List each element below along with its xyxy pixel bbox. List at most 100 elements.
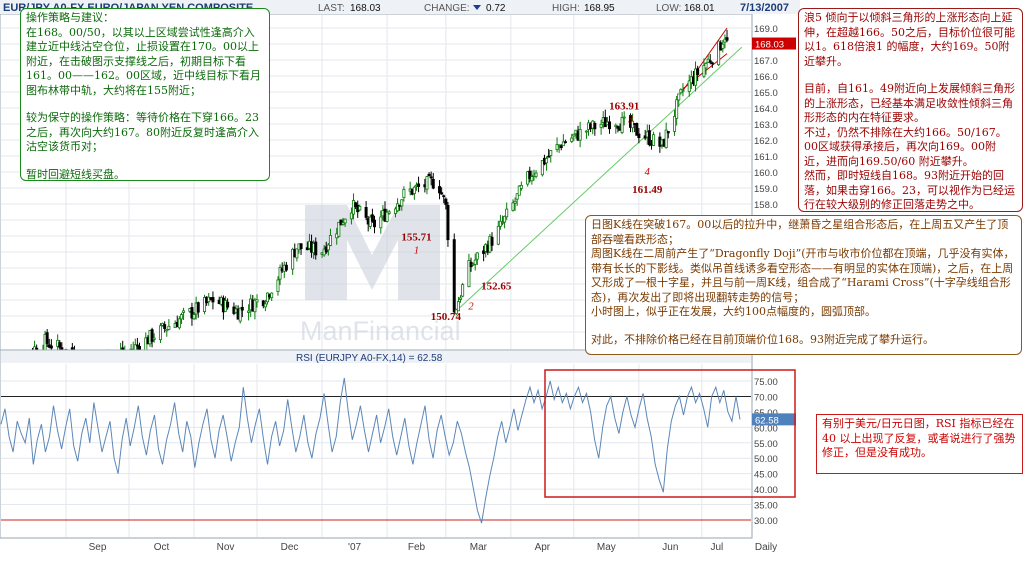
candle-body	[440, 192, 444, 195]
candle-body	[370, 214, 374, 222]
candle-body	[572, 133, 576, 137]
candle-body	[473, 259, 477, 265]
candle-body	[461, 284, 465, 297]
candle-body	[540, 160, 544, 176]
candle-body	[570, 137, 574, 142]
x-tick-label: Feb	[408, 542, 426, 553]
wave-price-label: 150.74	[431, 311, 462, 323]
candle-body	[519, 184, 523, 189]
candle-body	[444, 198, 448, 205]
candle-body	[337, 221, 341, 237]
candle-body	[704, 63, 708, 69]
header-change-value: 0.72	[486, 3, 506, 14]
watermark-logo: ManFinancial	[300, 205, 461, 346]
candle-body	[291, 248, 295, 270]
candle-body	[675, 99, 679, 119]
candle-body	[45, 332, 49, 344]
wave-price-label: 161.49	[632, 184, 663, 196]
candle-body	[192, 314, 196, 320]
candle-body	[163, 324, 167, 329]
candle-body	[253, 299, 257, 313]
candle-body	[459, 297, 463, 300]
wave-number-label: 3	[627, 114, 633, 125]
candle-body	[152, 337, 156, 340]
header-high-label: HIGH:	[552, 3, 580, 14]
candle-body	[725, 37, 729, 41]
x-tick-label: Jul	[710, 542, 723, 553]
strategy-note-p2: 较为保守的操作策略：等待价格在下穿166。23之后，再次向大约167。80附近反…	[26, 111, 259, 153]
x-tick-label: Apr	[535, 542, 551, 553]
candle-body	[284, 264, 288, 271]
candle-body	[396, 203, 400, 212]
candle-body	[547, 155, 551, 158]
header-low-label: LOW:	[656, 3, 681, 14]
candle-body	[454, 309, 458, 315]
header-last-label: LAST:	[318, 3, 345, 14]
candle-body	[681, 89, 685, 92]
candle-body	[387, 211, 391, 214]
watermark-block-mid	[347, 205, 398, 290]
wave-price-label: 152.65	[481, 281, 512, 293]
candle-body	[666, 131, 670, 134]
candle-body	[431, 178, 435, 189]
candle-body	[364, 207, 368, 218]
strategy-note-p3: 暂时回避短线买盘。	[26, 167, 125, 181]
candle-body	[427, 173, 431, 177]
candle-body	[343, 218, 347, 224]
daily-note-p2: 对此，不排除价格已经在目前顶端价位168。93附近完成了攀升运行。	[591, 332, 934, 346]
candle-body	[265, 292, 269, 303]
strategy-note-box: 操作策略与建议： 在168。00/50，以其以上区域尝试性逢高介入建立近中线沽空…	[20, 8, 270, 181]
daily-note-p1: 日图K线在突破167。00以后的拉升中，继萧昏之星组合形态后，在上周五又产生了顶…	[591, 218, 1015, 318]
candle-body	[240, 306, 244, 311]
price-grid	[1, 15, 751, 349]
header-date: 7/13/2007	[740, 2, 789, 14]
rsi-y-axis: 30.0035.0040.0045.0050.0055.0060.0065.00…	[754, 377, 778, 527]
x-tick-label: Sep	[89, 542, 107, 553]
candle-body	[721, 43, 725, 49]
candle-body	[276, 279, 280, 292]
price-tick-label: 162.0	[754, 136, 778, 147]
price-tick-label: 161.0	[754, 152, 778, 163]
candle-body	[498, 220, 502, 227]
candle-body	[593, 123, 597, 130]
rsi-tick-label: 40.00	[754, 485, 778, 496]
candle-body	[182, 310, 186, 313]
wave-number-label: 1	[414, 246, 419, 257]
x-axis: Sep Oct Nov Dec '07 Feb Mar Apr May Jun Jul Daily	[89, 542, 777, 553]
rsi-tick-label: 30.00	[754, 516, 778, 527]
candle-body	[226, 301, 230, 308]
wave-note-box: 浪5 倾向于以倾斜三角形的上涨形态向上延伸，在超越166。50之后，目标价位很可…	[798, 8, 1023, 212]
candle-body	[708, 60, 712, 63]
candle-body	[446, 205, 450, 241]
candle-body	[358, 206, 362, 211]
candle-body	[467, 260, 471, 288]
price-tick-label: 159.0	[754, 184, 778, 195]
candle-body	[247, 310, 251, 313]
candle-body	[490, 236, 494, 246]
candle-body	[584, 130, 588, 133]
candle-body	[385, 211, 389, 222]
candle-body	[677, 93, 681, 101]
candle-body	[563, 141, 567, 144]
wave-number-label: 2	[468, 302, 474, 313]
candle-body	[328, 235, 332, 246]
wave-price-label: 155.71	[401, 232, 431, 244]
rsi-line	[0, 377, 741, 524]
candle-body	[559, 145, 563, 149]
wave-note-p1: 浪5 倾向于以倾斜三角形的上涨形态向上延伸，在超越166。50之后，目标价位很可…	[804, 11, 1015, 68]
candle-body	[314, 241, 318, 256]
candle-body	[456, 301, 460, 312]
candle-body	[635, 122, 639, 136]
rsi-note-text: 有别于美元/日元日图，RSI 指标已经在 40 以上出现了反复，或者说进行了强势…	[822, 417, 1016, 459]
candle-body	[305, 247, 309, 251]
candle-body	[687, 80, 691, 92]
rsi-reference-lines	[1, 395, 751, 521]
candle-body	[513, 200, 517, 204]
candle-body	[379, 216, 383, 229]
x-tick-label: Oct	[154, 542, 170, 553]
candle-body	[238, 307, 242, 322]
candle-body	[299, 243, 303, 250]
trendline	[453, 46, 743, 314]
candle-body	[368, 216, 372, 227]
